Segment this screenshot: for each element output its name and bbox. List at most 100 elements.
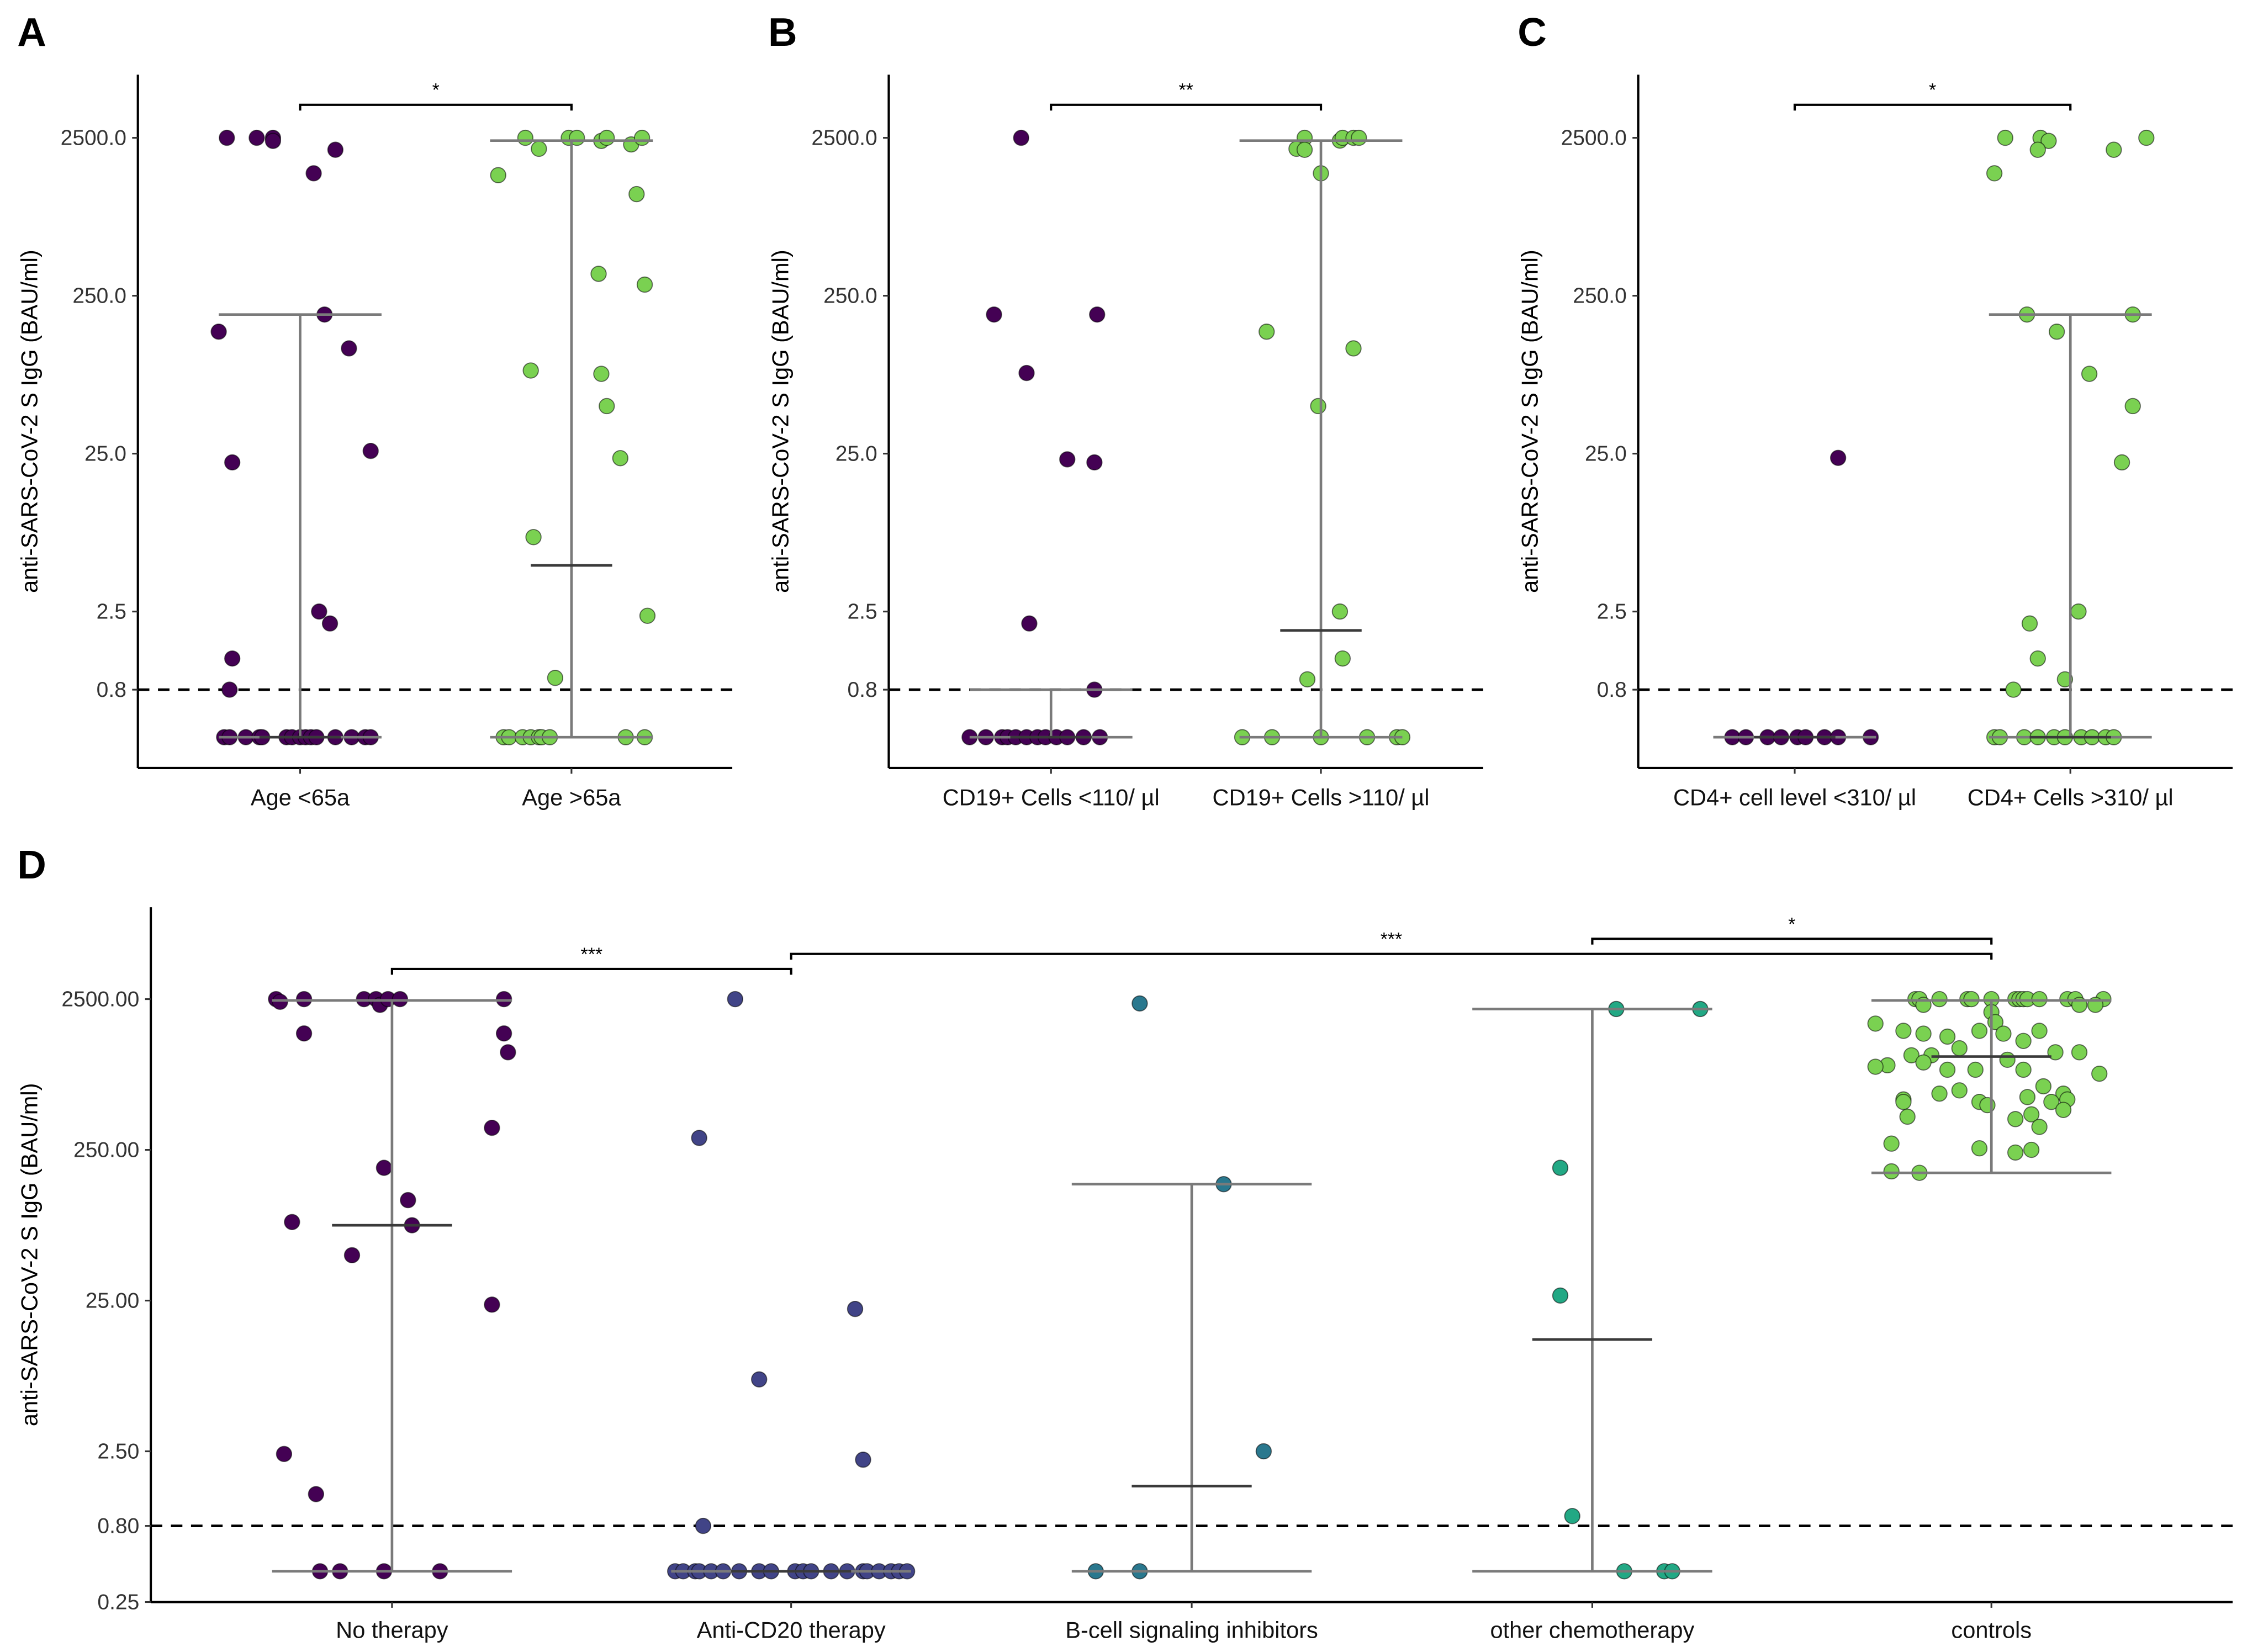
- data-point: [593, 366, 610, 382]
- data-point: [1986, 165, 2003, 182]
- data-point: [1999, 1051, 2016, 1068]
- data-point: [751, 1371, 768, 1388]
- data-point: [343, 1247, 361, 1264]
- data-point: [2081, 366, 2098, 382]
- data-point: [2015, 1032, 2032, 1049]
- data-point: [2048, 324, 2065, 340]
- data-point: [633, 129, 651, 146]
- data-point: [341, 340, 357, 357]
- y-tick-label: 250.0: [1573, 284, 1627, 308]
- data-point: [1331, 603, 1349, 620]
- y-tick-label: 25.0: [84, 442, 126, 466]
- y-tick-label: 250.0: [72, 284, 126, 308]
- data-point: [517, 129, 534, 146]
- data-point: [327, 141, 344, 158]
- data-point: [321, 615, 339, 632]
- data-point: [224, 650, 241, 667]
- data-point: [1967, 1061, 1984, 1078]
- x-tick-label: other chemotherapy: [1490, 1617, 1695, 1643]
- y-tick-label: 2500.0: [61, 126, 126, 150]
- y-axis-title: anti-SARS-CoV-2 S IgG (BAU/ml): [17, 1083, 43, 1427]
- y-tick-label: 2.5: [1597, 600, 1627, 624]
- group-1: [1234, 129, 1411, 745]
- y-tick-label: 0.8: [1597, 678, 1627, 702]
- data-point: [1995, 1025, 2012, 1042]
- data-point: [495, 1025, 512, 1042]
- data-point: [2040, 133, 2057, 149]
- data-point: [1310, 398, 1326, 415]
- data-point: [1867, 1015, 1884, 1032]
- x-tick-label: Age >65a: [522, 785, 621, 811]
- data-point: [2005, 681, 2022, 698]
- x-tick-label: B-cell signaling inhibitors: [1065, 1617, 1318, 1643]
- data-point: [392, 991, 409, 1008]
- data-point: [1089, 306, 1106, 323]
- significance-label: ***: [1381, 929, 1402, 950]
- data-point: [484, 1119, 500, 1136]
- data-point: [727, 991, 743, 1008]
- data-point: [2019, 1089, 2036, 1105]
- data-point: [547, 670, 564, 686]
- data-point: [1255, 1443, 1272, 1460]
- group-3: [1472, 1000, 1712, 1580]
- data-point: [1895, 1094, 1912, 1110]
- group-2: [1071, 995, 1312, 1580]
- data-point: [639, 607, 656, 624]
- data-point: [2138, 129, 2155, 146]
- y-tick-label: 2500.0: [1561, 126, 1627, 150]
- group-0: [210, 129, 382, 745]
- data-point: [1915, 1054, 1932, 1071]
- x-tick-label: controls: [1951, 1617, 2032, 1643]
- data-point: [1296, 141, 1313, 158]
- group-1: [490, 129, 656, 745]
- data-point: [2035, 1078, 2052, 1095]
- data-point: [522, 362, 539, 379]
- data-point: [628, 186, 645, 203]
- data-point: [2023, 1106, 2040, 1122]
- data-point: [1883, 1163, 1900, 1180]
- panel-label: D: [17, 843, 46, 887]
- significance-label: ***: [581, 944, 602, 965]
- group-1: [1986, 129, 2155, 745]
- data-point: [1552, 1287, 1569, 1304]
- data-point: [362, 443, 379, 459]
- group-0: [1713, 449, 1879, 745]
- data-point: [2106, 141, 2122, 158]
- y-tick-label: 25.00: [86, 1289, 140, 1313]
- data-point: [1351, 129, 1367, 146]
- data-point: [1971, 1140, 1988, 1157]
- data-point: [1131, 995, 1148, 1012]
- data-point: [636, 276, 653, 293]
- data-point: [1939, 1028, 1956, 1045]
- significance-bracket: [390, 967, 792, 975]
- data-point: [276, 1446, 293, 1463]
- data-point: [295, 1025, 313, 1042]
- data-point: [221, 681, 238, 698]
- x-tick-label: Age <65a: [251, 785, 350, 811]
- data-point: [224, 454, 241, 471]
- data-point: [1883, 1135, 1900, 1152]
- data-point: [400, 1192, 416, 1209]
- data-point: [2021, 615, 2038, 632]
- data-point: [1013, 129, 1029, 146]
- panel-label: C: [1517, 10, 1547, 55]
- significance-bracket: [790, 952, 1993, 960]
- data-point: [1951, 1040, 1968, 1057]
- panel-label: B: [768, 10, 797, 55]
- data-point: [2043, 1094, 2060, 1110]
- data-point: [1903, 1047, 1920, 1063]
- y-tick-label: 2.5: [847, 600, 877, 624]
- significance-label: **: [1178, 80, 1193, 100]
- x-tick-label: CD19+ Cells >110/ µl: [1213, 785, 1430, 811]
- data-point: [311, 603, 327, 620]
- data-point: [1931, 1086, 1948, 1102]
- y-tick-label: 25.0: [1585, 442, 1627, 466]
- data-point: [1895, 1023, 1912, 1039]
- data-point: [1963, 991, 1980, 1008]
- y-tick-label: 250.00: [73, 1139, 139, 1162]
- data-point: [1259, 324, 1275, 340]
- data-point: [531, 140, 547, 157]
